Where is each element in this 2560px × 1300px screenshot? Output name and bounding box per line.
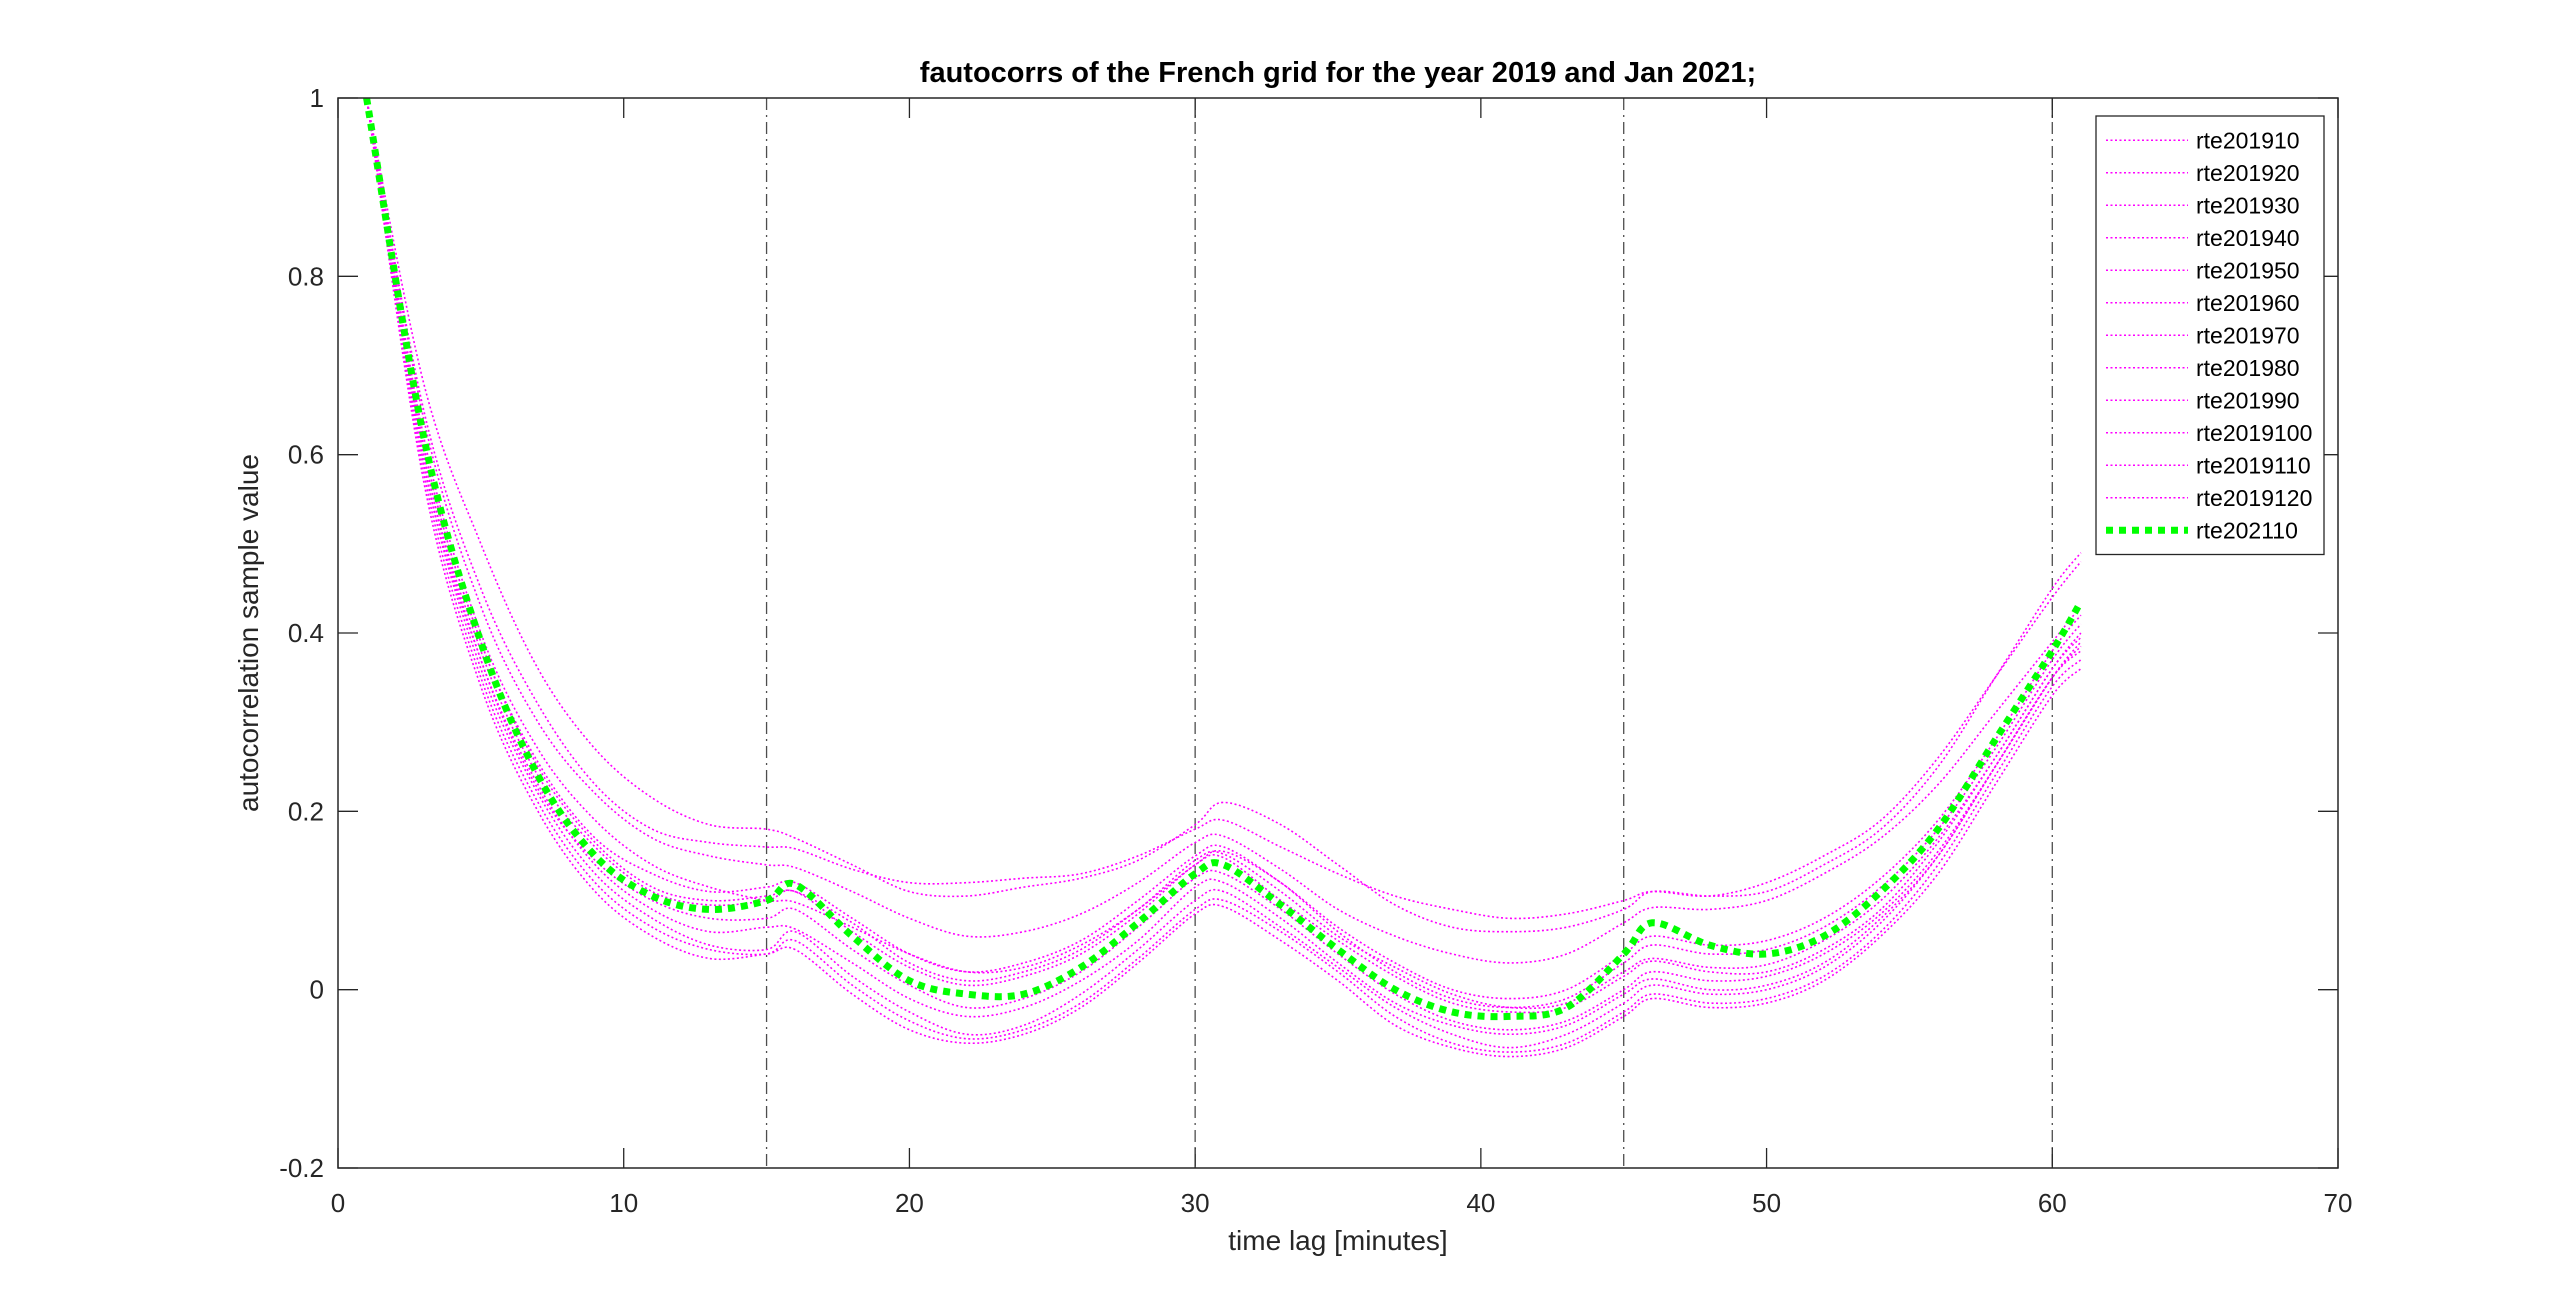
x-tick-label: 10 xyxy=(609,1188,638,1218)
series-line-rte201970 xyxy=(365,97,2082,1049)
legend-label: rte201950 xyxy=(2196,257,2300,283)
y-tick-label: 0.2 xyxy=(288,796,324,826)
legend-label: rte201980 xyxy=(2196,355,2300,381)
legend-label: rte2019120 xyxy=(2196,485,2312,511)
legend-label: rte201990 xyxy=(2196,387,2300,413)
series-line-rte201920 xyxy=(365,97,2082,964)
legend-label: rte2019110 xyxy=(2196,452,2311,478)
series-line-rte201930 xyxy=(365,97,2082,933)
y-tick-label: 0.8 xyxy=(288,261,324,291)
series-line-rte2019110 xyxy=(365,97,2082,1058)
y-tick-label: 0.4 xyxy=(288,618,324,648)
x-axis-title: time lag [minutes] xyxy=(1228,1225,1447,1256)
y-axis-title: autocorrelation sample value xyxy=(233,454,264,812)
x-tick-label: 0 xyxy=(331,1188,345,1218)
legend-label: rte201940 xyxy=(2196,225,2300,251)
y-tick-label: 0 xyxy=(310,975,324,1005)
legend-label: rte201960 xyxy=(2196,290,2300,316)
series-line-rte201910 xyxy=(365,97,2082,1010)
legend-label: rte201920 xyxy=(2196,160,2300,186)
x-tick-label: 70 xyxy=(2324,1188,2353,1218)
legend-label: rte201970 xyxy=(2196,322,2300,348)
chart-title: fautocorrs of the French grid for the ye… xyxy=(920,57,1756,89)
series-line-rte2019100 xyxy=(365,97,2082,1031)
legend-label: rte202110 xyxy=(2196,517,2298,543)
legend-label: rte2019100 xyxy=(2196,420,2312,446)
x-tick-label: 20 xyxy=(895,1188,924,1218)
axis-ticks: 0 10 20 30 40 50 60 70-0.200.20.40.60.81 xyxy=(279,83,2352,1218)
series-lines xyxy=(363,97,2084,1058)
series-line-rte201960 xyxy=(365,97,2082,1053)
series-line-rte2019120 xyxy=(365,97,2082,1000)
y-tick-label: 1 xyxy=(310,83,324,113)
x-tick-label: 60 xyxy=(2038,1188,2067,1218)
legend: rte201910 rte201920 rte201930 rte201940 rte2… xyxy=(2095,115,2325,556)
y-tick-label: 0.6 xyxy=(288,440,324,470)
legend-label: rte201930 xyxy=(2196,192,2300,218)
x-tick-label: 40 xyxy=(1466,1188,1495,1218)
x-tick-label: 50 xyxy=(1752,1188,1781,1218)
series-line-rte202110 xyxy=(363,97,2084,1021)
series-line-rte201980 xyxy=(365,97,2082,1009)
y-tick-label: -0.2 xyxy=(279,1153,324,1183)
x-tick-label: 30 xyxy=(1181,1188,1210,1218)
plot-area xyxy=(338,98,2338,1168)
legend-label: rte201910 xyxy=(2196,127,2300,153)
